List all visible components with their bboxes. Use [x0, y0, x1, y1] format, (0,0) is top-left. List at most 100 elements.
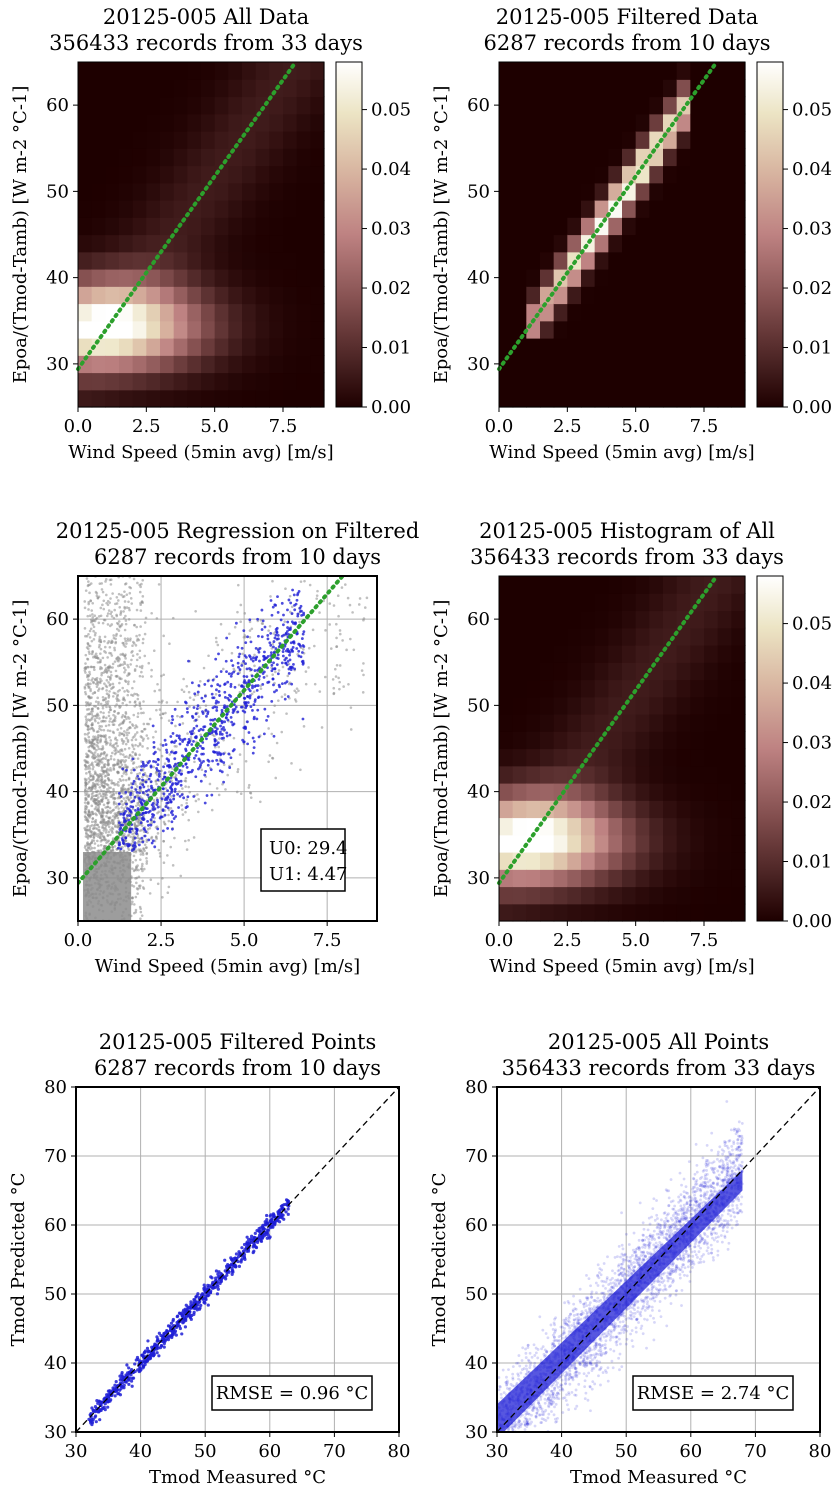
heatmap-cell — [704, 731, 719, 750]
scatter-points — [78, 576, 377, 921]
point-all — [250, 692, 254, 696]
heatmap-cell — [608, 748, 623, 767]
point-filtered — [156, 800, 160, 804]
point-filtered — [129, 805, 133, 808]
heatmap-cell — [105, 251, 120, 270]
heatmap-cell — [704, 714, 719, 732]
point-filtered — [205, 794, 209, 797]
point-filtered — [246, 720, 249, 724]
point-all — [153, 689, 157, 693]
heatmap-cell — [676, 662, 691, 681]
heatmap-cell — [91, 96, 106, 115]
heatmap-cell — [269, 355, 284, 374]
heatmap-cell — [526, 320, 541, 339]
heatmap-cell — [255, 96, 270, 115]
point — [225, 1266, 229, 1270]
point-all — [304, 682, 308, 686]
point-all — [90, 652, 94, 656]
point-all — [122, 772, 126, 775]
point-all — [181, 808, 184, 811]
point-all — [138, 649, 142, 653]
point-filtered — [260, 695, 264, 699]
point-all — [100, 799, 104, 803]
point-filtered — [271, 677, 275, 681]
heatmap-cell — [594, 389, 609, 408]
heatmap-cell — [553, 662, 568, 681]
heatmap-cell — [228, 251, 243, 270]
point-all — [135, 887, 139, 890]
heatmap-cell — [567, 834, 582, 853]
heatmap-cell — [622, 372, 637, 391]
heatmap-cell — [146, 62, 161, 80]
point — [265, 1213, 269, 1218]
point-filtered — [228, 766, 232, 769]
point-all — [113, 797, 116, 800]
heatmap-cell — [512, 62, 527, 80]
point-all — [96, 793, 99, 797]
point-all — [83, 685, 87, 689]
point-filtered — [255, 717, 259, 721]
point-all — [106, 823, 109, 827]
point-all — [115, 621, 119, 625]
heatmap-cell — [717, 696, 732, 715]
heatmap-cell — [512, 627, 527, 646]
point-all — [89, 627, 93, 631]
heatmap-cell — [512, 869, 527, 888]
heatmap-cell — [310, 355, 325, 374]
heatmap-cell — [255, 131, 270, 149]
point-all — [346, 596, 350, 600]
heatmap-cell — [242, 389, 257, 408]
heatmap-cell — [146, 96, 161, 115]
heatmap-cell — [499, 783, 514, 801]
point-all — [210, 808, 214, 812]
point-filtered — [175, 778, 178, 782]
point-all — [230, 762, 234, 766]
heatmap-cell — [119, 113, 134, 132]
heatmap-cell — [540, 234, 555, 253]
heatmap-cell — [553, 303, 568, 322]
point-filtered — [220, 732, 224, 736]
point-filtered — [226, 680, 230, 684]
heatmap-cell — [704, 338, 719, 356]
point-all — [98, 667, 102, 671]
heatmap-cell — [594, 817, 609, 836]
point-filtered — [151, 812, 154, 816]
point-all — [96, 808, 99, 811]
point-filtered — [237, 655, 241, 659]
heatmap-cell — [731, 338, 746, 356]
heatmap-cell — [731, 783, 746, 801]
heatmap-cell — [173, 320, 188, 339]
x-tick-label: 7.5 — [269, 416, 298, 437]
heatmap-cell — [540, 627, 555, 646]
heatmap-cell — [690, 783, 705, 801]
point-all — [322, 599, 325, 603]
point-all — [91, 778, 95, 781]
heatmap-cell — [78, 234, 93, 253]
point-all — [125, 717, 128, 721]
point-all — [133, 701, 137, 704]
point-filtered — [301, 644, 305, 647]
annotation-u0: U0: 29.4 — [269, 838, 348, 859]
point-all — [247, 783, 251, 787]
heatmap-cell — [512, 286, 527, 305]
heatmap-cell — [594, 234, 609, 253]
point-filtered — [217, 652, 220, 656]
heatmap-cell — [608, 200, 623, 218]
heatmap-cell — [663, 355, 678, 374]
heatmap-cell — [635, 286, 650, 305]
heatmap-cell — [649, 165, 664, 184]
heatmap-cell — [160, 113, 175, 132]
point — [195, 1300, 199, 1304]
heatmap-cell — [581, 96, 596, 115]
point-filtered — [293, 667, 297, 671]
point-all — [91, 763, 94, 767]
point-all — [104, 737, 108, 741]
heatmap-cell — [228, 200, 243, 218]
heatmap-cell — [540, 372, 555, 391]
point-filtered — [141, 783, 145, 787]
heatmap-cell — [622, 113, 637, 132]
point-all — [100, 814, 103, 818]
point-all — [136, 581, 139, 585]
heatmap-cell — [663, 303, 678, 322]
heatmap-cell — [296, 62, 311, 80]
